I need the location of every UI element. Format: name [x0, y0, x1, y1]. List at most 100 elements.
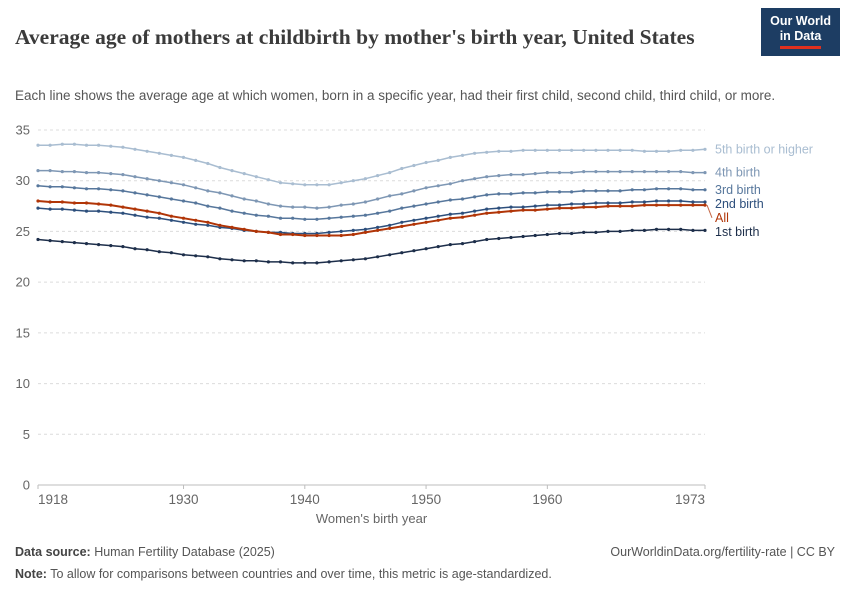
- data-point: [145, 209, 149, 213]
- series-all[interactable]: All: [36, 199, 729, 238]
- data-point: [339, 229, 343, 233]
- data-point: [533, 148, 537, 152]
- data-point: [303, 261, 307, 265]
- data-point: [497, 206, 501, 210]
- data-point: [84, 209, 89, 213]
- data-point: [570, 171, 574, 175]
- data-point: [181, 216, 186, 220]
- data-point: [145, 149, 149, 153]
- data-point: [473, 177, 477, 181]
- data-point: [473, 213, 477, 217]
- series-1st-birth[interactable]: 1st birth: [36, 225, 760, 265]
- data-point: [570, 190, 574, 194]
- y-tick-label: 5: [23, 427, 30, 442]
- data-point: [570, 231, 574, 236]
- data-point: [497, 174, 501, 178]
- series-label-5th-birth-or-higher[interactable]: 5th birth or higher: [715, 142, 813, 156]
- data-point: [570, 202, 574, 206]
- data-point: [521, 234, 525, 239]
- owid-url-link[interactable]: OurWorldinData.org/fertility-rate | CC B…: [610, 545, 835, 559]
- data-point: [327, 260, 331, 264]
- data-point: [339, 181, 343, 185]
- data-point: [278, 260, 283, 264]
- series-label-1st-birth[interactable]: 1st birth: [715, 225, 760, 239]
- data-point: [679, 203, 683, 207]
- data-point: [582, 148, 586, 152]
- data-point: [291, 182, 295, 186]
- data-point: [194, 254, 198, 258]
- data-point: [412, 222, 416, 226]
- series-label-2nd-birth[interactable]: 2nd birth: [715, 197, 764, 211]
- data-point: [109, 244, 113, 248]
- data-point: [48, 143, 52, 147]
- data-point: [509, 209, 513, 213]
- data-point: [485, 150, 489, 154]
- data-point: [291, 261, 295, 265]
- data-point: [412, 189, 416, 193]
- data-point: [181, 183, 186, 187]
- data-point: [72, 208, 76, 212]
- data-point: [388, 253, 392, 257]
- data-point: [145, 177, 149, 181]
- y-tick-label: 10: [16, 376, 30, 391]
- data-point: [667, 199, 671, 203]
- data-point: [157, 179, 161, 183]
- data-point: [169, 214, 173, 218]
- data-point: [278, 216, 283, 220]
- data-point: [327, 233, 331, 238]
- data-point: [339, 233, 343, 238]
- data-point: [436, 218, 440, 222]
- data-point: [679, 187, 683, 191]
- owid-logo-line1: Our World: [770, 14, 831, 28]
- data-point: [97, 143, 101, 147]
- series-2nd-birth[interactable]: 2nd birth: [36, 197, 764, 236]
- data-point: [109, 172, 113, 176]
- data-point: [109, 203, 113, 207]
- data-point: [545, 171, 549, 175]
- data-point: [351, 258, 355, 262]
- data-point: [618, 148, 622, 152]
- data-point: [97, 209, 101, 213]
- data-point: [72, 201, 76, 205]
- data-point: [533, 208, 537, 212]
- data-point: [545, 148, 549, 152]
- data-point: [630, 204, 634, 208]
- series-line: [38, 169, 705, 209]
- data-point: [460, 215, 465, 219]
- data-point: [691, 171, 695, 175]
- data-point: [691, 148, 695, 152]
- series-label-all[interactable]: All: [715, 211, 729, 225]
- series-5th-birth-or-higher[interactable]: 5th birth or higher: [36, 142, 813, 187]
- data-point: [230, 258, 234, 262]
- data-point: [424, 216, 428, 220]
- data-point: [703, 147, 707, 151]
- data-point: [594, 201, 598, 205]
- data-point: [460, 153, 465, 157]
- data-point: [679, 199, 683, 203]
- data-point: [181, 199, 186, 203]
- data-point: [230, 225, 234, 229]
- data-point: [412, 163, 416, 168]
- data-point: [230, 194, 234, 198]
- data-point: [206, 204, 210, 208]
- series-3rd-birth[interactable]: 3rd birth: [36, 183, 761, 221]
- data-point: [121, 205, 125, 209]
- series-label-3rd-birth[interactable]: 3rd birth: [715, 183, 761, 197]
- note-value: To allow for comparisons between countri…: [46, 567, 552, 582]
- data-point: [109, 144, 113, 148]
- x-tick-label: 1973: [675, 492, 705, 507]
- data-point: [642, 188, 647, 192]
- series-4th-birth[interactable]: 4th birth: [36, 166, 760, 210]
- data-point: [509, 205, 513, 209]
- data-point: [642, 200, 647, 204]
- series-label-4th-birth[interactable]: 4th birth: [715, 166, 760, 180]
- data-point: [460, 179, 465, 183]
- data-point: [206, 255, 210, 259]
- data-point: [206, 223, 210, 227]
- data-point: [521, 205, 525, 209]
- data-point: [679, 170, 683, 174]
- data-point: [630, 200, 634, 204]
- data-point: [485, 237, 489, 242]
- data-point: [533, 191, 537, 195]
- data-point: [460, 211, 465, 215]
